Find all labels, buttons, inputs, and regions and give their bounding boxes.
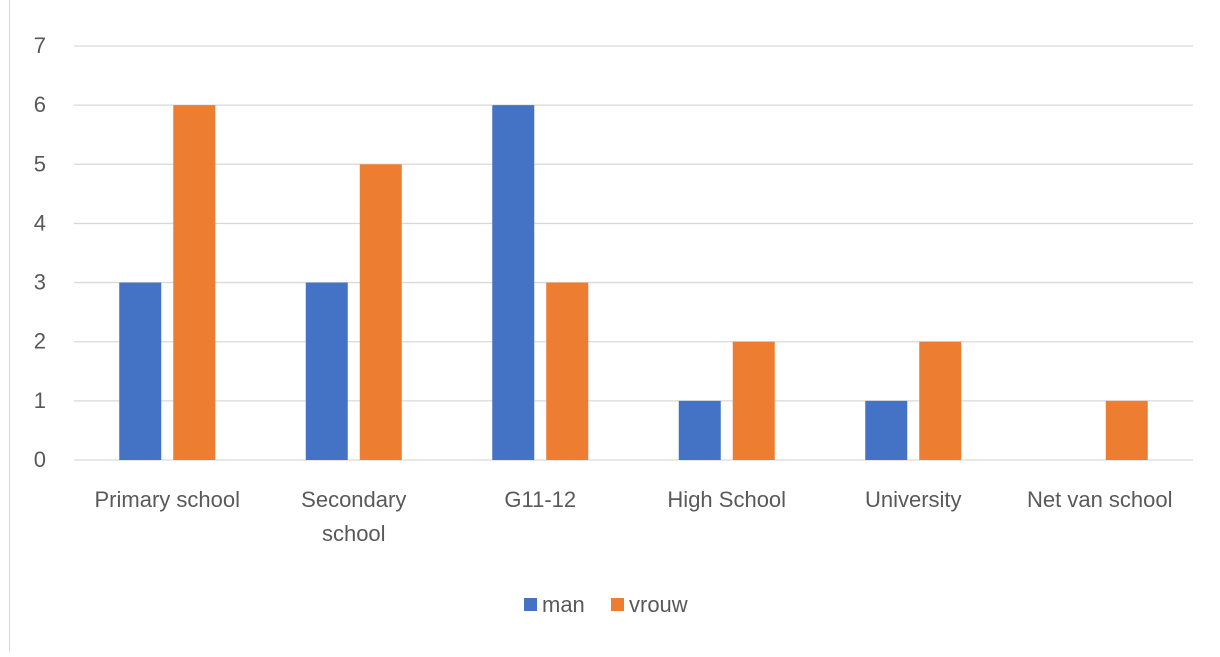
legend-label-man: man (542, 592, 585, 617)
bar-man (492, 105, 535, 461)
x-category-label: school (322, 521, 386, 546)
y-tick-label: 4 (34, 210, 46, 235)
x-category-label: High School (667, 487, 786, 512)
legend-swatch-man (524, 598, 537, 611)
bars (119, 105, 1148, 461)
gridlines (74, 45, 1193, 461)
y-tick-label: 0 (34, 447, 46, 472)
bar-man (678, 400, 721, 460)
legend: man vrouw (524, 592, 688, 617)
bar-vrouw (173, 105, 216, 461)
bar-vrouw (546, 282, 589, 460)
y-tick-label: 1 (34, 388, 46, 413)
legend-swatch-vrouw (611, 598, 624, 611)
x-category-label: University (865, 487, 962, 512)
y-axis-tick-labels: 0 1 2 3 4 5 6 7 (34, 33, 46, 472)
chart-frame-border (9, 0, 10, 652)
y-tick-label: 7 (34, 33, 46, 58)
y-tick-label: 5 (34, 151, 46, 176)
x-axis-category-labels: Primary school Secondary school G11-12 High … (95, 487, 1173, 546)
y-tick-label: 6 (34, 92, 46, 117)
legend-label-vrouw: vrouw (629, 592, 688, 617)
y-tick-label: 2 (34, 329, 46, 354)
bar-man (865, 400, 908, 460)
bar-man (305, 282, 348, 460)
bar-man (119, 282, 162, 460)
bar-vrouw (732, 341, 775, 460)
bar-vrouw (359, 164, 402, 461)
x-category-label: G11-12 (504, 487, 576, 512)
x-category-label: Primary school (95, 487, 240, 512)
y-tick-label: 3 (34, 270, 46, 295)
x-category-label: Net van school (1027, 487, 1173, 512)
bar-vrouw (1105, 400, 1148, 460)
bar-vrouw (919, 341, 962, 460)
x-category-label: Secondary (301, 487, 406, 512)
